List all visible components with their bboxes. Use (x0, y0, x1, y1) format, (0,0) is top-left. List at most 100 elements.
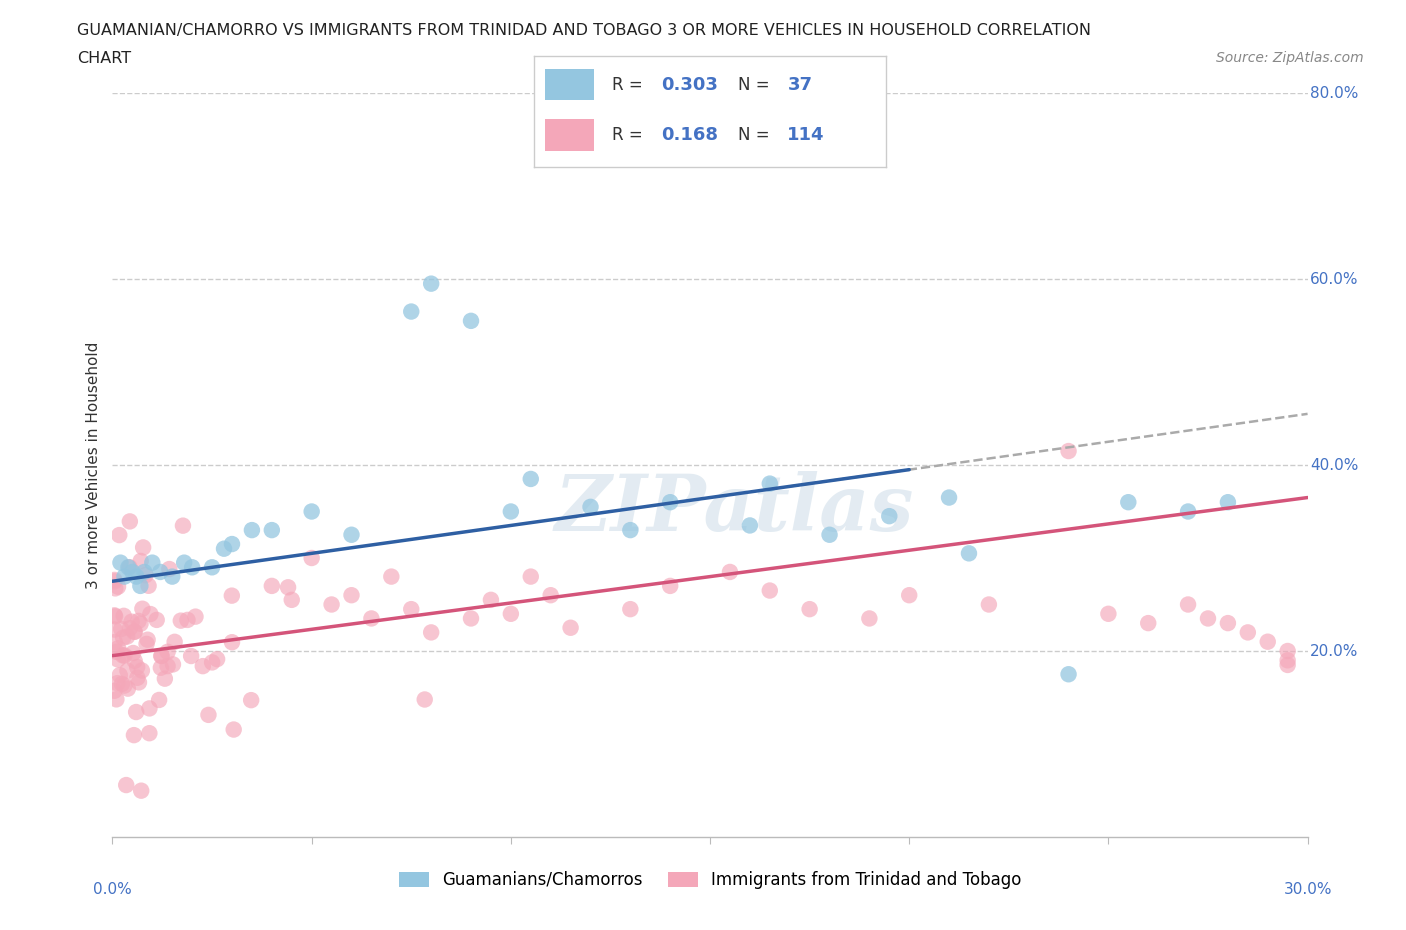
Point (260, 578, 283, 593)
Point (1177, 504, 1199, 519)
Point (221, 635, 243, 650)
Point (127, 671, 149, 685)
Point (380, 569, 402, 584)
Point (136, 632, 159, 647)
Point (1177, 597, 1199, 612)
Point (121, 615, 143, 630)
Point (1277, 653, 1299, 668)
Point (221, 537, 243, 551)
Point (222, 722, 245, 737)
Point (321, 597, 343, 612)
Point (162, 657, 184, 671)
Point (103, 574, 125, 589)
Point (197, 708, 219, 723)
Point (129, 783, 152, 798)
Point (125, 705, 148, 720)
Point (301, 551, 323, 565)
Point (156, 644, 179, 659)
Point (499, 504, 522, 519)
Point (114, 569, 135, 584)
Point (117, 663, 139, 678)
Point (110, 621, 132, 636)
Text: Source: ZipAtlas.com: Source: ZipAtlas.com (1216, 51, 1364, 65)
Point (360, 611, 382, 626)
Point (141, 555, 163, 570)
Point (759, 583, 782, 598)
Point (659, 495, 682, 510)
Point (479, 592, 502, 607)
Text: 0.168: 0.168 (661, 126, 718, 144)
Point (340, 588, 363, 603)
Point (121, 565, 143, 579)
Point (818, 527, 841, 542)
Text: 37: 37 (787, 76, 813, 94)
Point (153, 671, 176, 686)
Point (157, 562, 180, 577)
Text: N =: N = (738, 76, 775, 94)
Point (277, 579, 299, 594)
Text: N =: N = (738, 126, 775, 144)
Point (619, 523, 641, 538)
Point (117, 560, 139, 575)
Point (115, 777, 138, 792)
Point (401, 602, 423, 617)
Point (1137, 616, 1160, 631)
Point (1216, 616, 1239, 631)
Text: 20.0%: 20.0% (1310, 644, 1358, 658)
Point (180, 648, 202, 663)
Point (420, 625, 443, 640)
Point (1118, 495, 1140, 510)
Point (163, 634, 186, 649)
Text: 40.0%: 40.0% (1310, 458, 1358, 472)
Point (105, 644, 128, 659)
Text: 30.0%: 30.0% (1284, 882, 1331, 897)
Legend: Guamanians/Chamorros, Immigrants from Trinidad and Tobago: Guamanians/Chamorros, Immigrants from Tr… (392, 864, 1028, 896)
Point (124, 654, 146, 669)
Text: 80.0%: 80.0% (1310, 86, 1358, 100)
FancyBboxPatch shape (544, 119, 593, 151)
Point (138, 701, 160, 716)
Point (977, 597, 1000, 612)
Point (115, 629, 138, 644)
Point (1057, 667, 1080, 682)
Point (201, 655, 224, 670)
Point (108, 527, 131, 542)
Text: 0.303: 0.303 (661, 76, 717, 94)
Point (898, 588, 921, 603)
Point (858, 611, 880, 626)
Point (107, 652, 129, 667)
Point (148, 693, 170, 708)
Point (520, 472, 543, 486)
Point (413, 692, 436, 707)
Point (301, 504, 323, 519)
Point (240, 693, 263, 708)
Point (128, 614, 150, 629)
Point (111, 676, 134, 691)
Point (131, 663, 153, 678)
Point (131, 602, 153, 617)
Point (149, 565, 172, 579)
Point (340, 527, 363, 542)
Point (135, 567, 157, 582)
Text: R =: R = (612, 126, 648, 144)
Point (105, 692, 128, 707)
Point (879, 509, 901, 524)
Point (579, 499, 602, 514)
Point (118, 560, 141, 575)
Point (191, 658, 214, 673)
Point (129, 617, 152, 631)
Point (110, 555, 132, 570)
Point (162, 569, 183, 584)
Point (127, 659, 149, 674)
Point (150, 648, 173, 663)
Point (117, 681, 139, 696)
Point (938, 490, 960, 505)
Point (103, 622, 125, 637)
Point (460, 611, 482, 626)
Point (560, 620, 582, 635)
Point (1237, 625, 1260, 640)
Point (156, 658, 179, 673)
Point (138, 725, 160, 740)
Point (125, 569, 148, 584)
Point (738, 518, 761, 533)
